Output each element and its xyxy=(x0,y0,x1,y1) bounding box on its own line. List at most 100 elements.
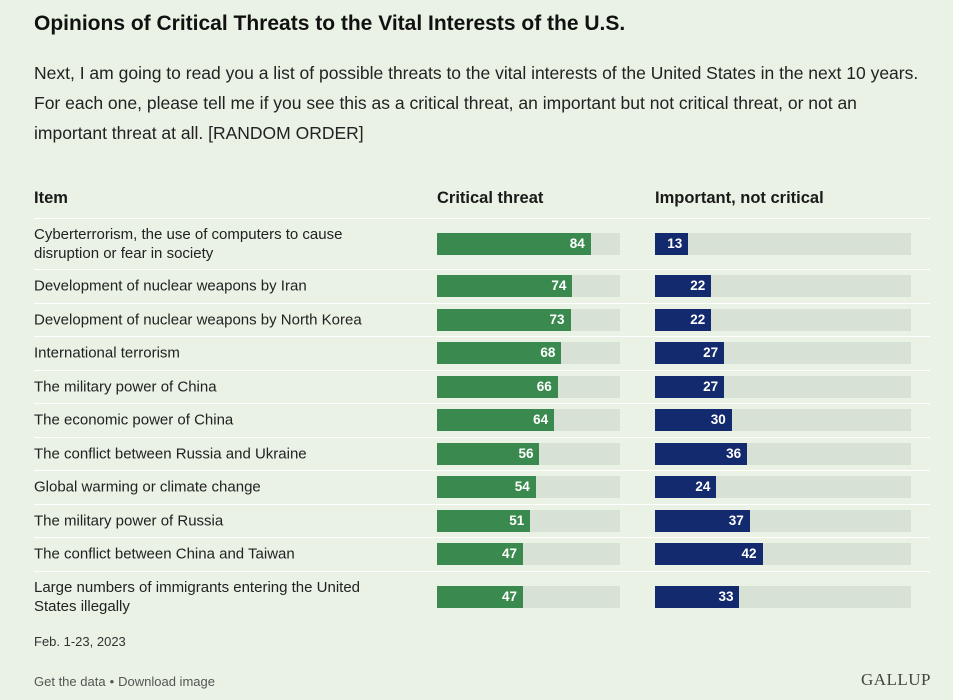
chart-title: Opinions of Critical Threats to the Vita… xyxy=(34,12,626,35)
critical-threat-value: 74 xyxy=(551,278,567,294)
bar-track: 47 xyxy=(437,585,620,608)
critical-threat-value: 73 xyxy=(549,311,565,327)
chart-subtitle: Next, I am going to read you a list of p… xyxy=(34,63,919,143)
critical-threat-value: 54 xyxy=(514,479,530,495)
item-label: International terrorism xyxy=(34,344,180,362)
bar-track: 36 xyxy=(655,442,911,465)
critical-threat-bar: 64 xyxy=(437,409,555,432)
item-label: The economic power of China xyxy=(34,411,234,429)
critical-threat-value: 68 xyxy=(540,345,556,361)
important-not-critical-value: 37 xyxy=(728,512,744,528)
table-row: The conflict between Russia and Ukraine 5… xyxy=(34,438,930,471)
important-not-critical-bar: 27 xyxy=(655,375,725,398)
important-not-critical-value: 24 xyxy=(695,479,711,495)
important-not-critical-bar: 27 xyxy=(655,342,725,365)
bar-track: 42 xyxy=(655,543,911,566)
item-label: The military power of China xyxy=(34,378,217,396)
bar-track: 64 xyxy=(437,409,620,432)
important-not-critical-value: 42 xyxy=(741,546,757,562)
chart-rows: Cyberterrorism, the use of computers to … xyxy=(34,219,930,622)
table-row: International terrorism 68 27 xyxy=(34,337,930,371)
gallup-logo: GALLUP xyxy=(860,670,931,689)
important-not-critical-bar: 30 xyxy=(655,409,732,432)
table-row: The military power of Russia 51 37 xyxy=(34,505,930,538)
critical-threat-bar: 74 xyxy=(437,275,573,298)
critical-threat-value: 47 xyxy=(501,588,517,604)
item-label: Cyberterrorism, the use of computers to … xyxy=(34,226,343,262)
column-header-item: Item xyxy=(34,189,68,207)
item-label: Large numbers of immigrants entering the… xyxy=(34,578,361,615)
bar-track: 68 xyxy=(437,342,620,365)
table-row: The military power of China 66 27 xyxy=(34,371,930,404)
important-not-critical-bar: 42 xyxy=(655,543,763,566)
important-not-critical-bar: 22 xyxy=(655,308,712,331)
item-label: Development of nuclear weapons by Iran xyxy=(34,277,307,295)
table-row: The economic power of China 64 30 xyxy=(34,404,930,438)
important-not-critical-value: 22 xyxy=(690,278,706,294)
bar-track: 24 xyxy=(655,476,911,499)
table-row: Development of nuclear weapons by North … xyxy=(34,304,930,337)
important-not-critical-value: 22 xyxy=(690,311,706,327)
table-header: Item Critical threat Important, not crit… xyxy=(34,186,930,219)
important-not-critical-bar: 24 xyxy=(655,476,717,499)
critical-threat-value: 56 xyxy=(518,445,534,461)
critical-threat-bar: 47 xyxy=(437,543,523,566)
important-not-critical-value: 27 xyxy=(703,378,719,394)
important-not-critical-bar: 36 xyxy=(655,442,748,465)
critical-threat-value: 84 xyxy=(569,236,585,251)
critical-threat-bar: 66 xyxy=(437,375,558,398)
bar-track: 37 xyxy=(655,509,911,532)
important-not-critical-value: 27 xyxy=(703,345,719,361)
bar-track: 22 xyxy=(655,275,911,298)
table-row: Global warming or climate change 54 24 xyxy=(34,471,930,505)
bar-track: 66 xyxy=(437,375,620,398)
bar-track: 22 xyxy=(655,308,911,331)
footer-links: Get the data • Download image xyxy=(34,674,215,689)
bar-track: 27 xyxy=(655,375,911,398)
bar-track: 73 xyxy=(437,308,620,331)
critical-threat-value: 64 xyxy=(533,412,549,428)
item-label: Development of nuclear weapons by North … xyxy=(34,311,362,329)
column-header-important: Important, not critical xyxy=(655,189,824,207)
table-row: The conflict between China and Taiwan 47 4… xyxy=(34,538,930,572)
item-label: The conflict between China and Taiwan xyxy=(34,545,295,563)
bar-track: 56 xyxy=(437,442,620,465)
important-not-critical-value: 13 xyxy=(667,236,683,251)
bar-track: 13 xyxy=(655,233,911,255)
survey-date: Feb. 1-23, 2023 xyxy=(34,634,126,649)
column-header-critical: Critical threat xyxy=(437,189,544,207)
bar-track: 33 xyxy=(655,585,911,608)
critical-threat-bar: 51 xyxy=(437,509,531,532)
important-not-critical-bar: 22 xyxy=(655,275,712,298)
critical-threat-bar: 56 xyxy=(437,442,540,465)
item-label: Global warming or climate change xyxy=(34,478,261,496)
critical-threat-bar: 47 xyxy=(437,585,523,608)
bar-track: 74 xyxy=(437,275,620,298)
important-not-critical-value: 33 xyxy=(718,588,734,604)
download-image-link[interactable]: Download image xyxy=(118,674,215,689)
item-label: The military power of Russia xyxy=(34,512,224,530)
get-data-link[interactable]: Get the data xyxy=(34,674,106,689)
important-not-critical-bar: 33 xyxy=(655,585,740,608)
table-row: Cyberterrorism, the use of computers to … xyxy=(34,219,930,270)
critical-threat-bar: 54 xyxy=(437,476,536,499)
critical-threat-bar: 84 xyxy=(437,233,591,255)
footer-separator: • xyxy=(109,674,115,689)
critical-threat-bar: 73 xyxy=(437,308,571,331)
bar-track: 27 xyxy=(655,342,911,365)
critical-threat-value: 51 xyxy=(509,512,525,528)
critical-threat-bar: 68 xyxy=(437,342,562,365)
bar-track: 54 xyxy=(437,476,620,499)
important-not-critical-value: 30 xyxy=(710,412,726,428)
important-not-critical-value: 36 xyxy=(726,445,742,461)
bar-track: 47 xyxy=(437,543,620,566)
bar-track: 84 xyxy=(437,233,620,255)
table-row: Development of nuclear weapons by Iran 74… xyxy=(34,270,930,304)
item-label: The conflict between Russia and Ukraine xyxy=(34,445,307,463)
bar-track: 51 xyxy=(437,509,620,532)
critical-threat-value: 47 xyxy=(501,546,517,562)
bar-track: 30 xyxy=(655,409,911,432)
important-not-critical-bar: 37 xyxy=(655,509,750,532)
critical-threat-value: 66 xyxy=(536,378,552,394)
important-not-critical-bar: 13 xyxy=(655,233,689,255)
